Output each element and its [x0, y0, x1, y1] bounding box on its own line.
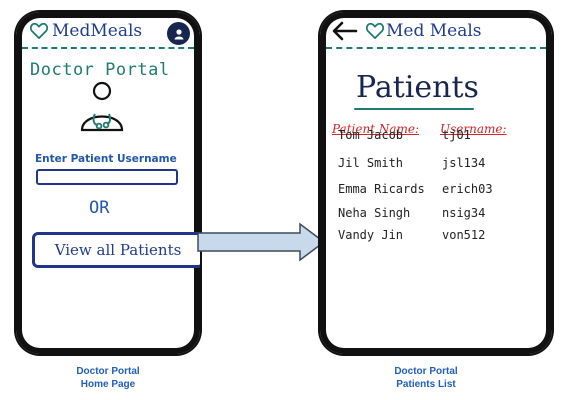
patient-name: Neha Singh: [338, 206, 411, 220]
username-input[interactable]: [36, 169, 178, 185]
caption-line: Doctor Portal: [76, 366, 140, 377]
column-header-username: Username:: [440, 122, 507, 136]
patient-name: Jil Smith: [338, 156, 404, 170]
header-divider: [326, 47, 546, 49]
app-header: MedMeals: [16, 12, 200, 49]
patient-username: tj01: [442, 128, 471, 142]
home-screen: MedMeals Doctor Portal Enter Patient Use…: [16, 12, 200, 354]
patient-name: Tom Jacob: [338, 128, 404, 142]
app-name: Med Meals: [386, 21, 482, 41]
doctor-icon: [80, 81, 124, 132]
heart-logo-icon: [366, 23, 384, 39]
title-underline: [354, 108, 474, 110]
profile-button[interactable]: [167, 22, 190, 45]
patient-name: Emma Ricards: [338, 182, 425, 196]
or-separator: OR: [89, 198, 110, 218]
patient-username: erich03: [442, 182, 493, 196]
patient-username: von512: [442, 228, 486, 242]
caption-line: Home Page: [80, 379, 136, 390]
patient-row[interactable]: Emma Ricards erich03: [338, 182, 528, 202]
patient-name: Vandy Jin: [338, 228, 404, 242]
patient-row[interactable]: Vandy Jin von512: [338, 228, 528, 248]
back-arrow-icon[interactable]: [332, 20, 358, 42]
caption-line: Patients List: [396, 379, 456, 390]
caption-line: Doctor Portal: [394, 366, 458, 377]
app-name: MedMeals: [52, 21, 143, 41]
patients-screen: Med Meals Patients Patient Name: Usernam…: [320, 12, 552, 354]
page-title: Doctor Portal: [30, 60, 170, 80]
column-header-name: Patient Name:: [332, 122, 419, 136]
patient-username: jsl134: [442, 156, 486, 170]
home-page-caption: Doctor Portal Home Page: [28, 365, 188, 391]
username-label: Enter Patient Username: [35, 153, 177, 165]
patients-list-caption: Doctor Portal Patients List: [346, 365, 506, 391]
flow-arrow-icon: [197, 222, 326, 262]
patient-row[interactable]: Tom Jacob tj01: [338, 128, 528, 148]
view-all-patients-button[interactable]: View all Patients: [32, 232, 200, 268]
app-header: Med Meals: [320, 12, 552, 49]
patient-row[interactable]: Neha Singh nsig34: [338, 206, 528, 226]
patient-username: nsig34: [442, 206, 486, 220]
header-divider: [22, 47, 194, 49]
page-title: Patients: [356, 70, 479, 105]
user-icon: [174, 28, 183, 39]
heart-logo-icon: [30, 23, 48, 39]
patient-row[interactable]: Jil Smith jsl134: [338, 156, 528, 176]
